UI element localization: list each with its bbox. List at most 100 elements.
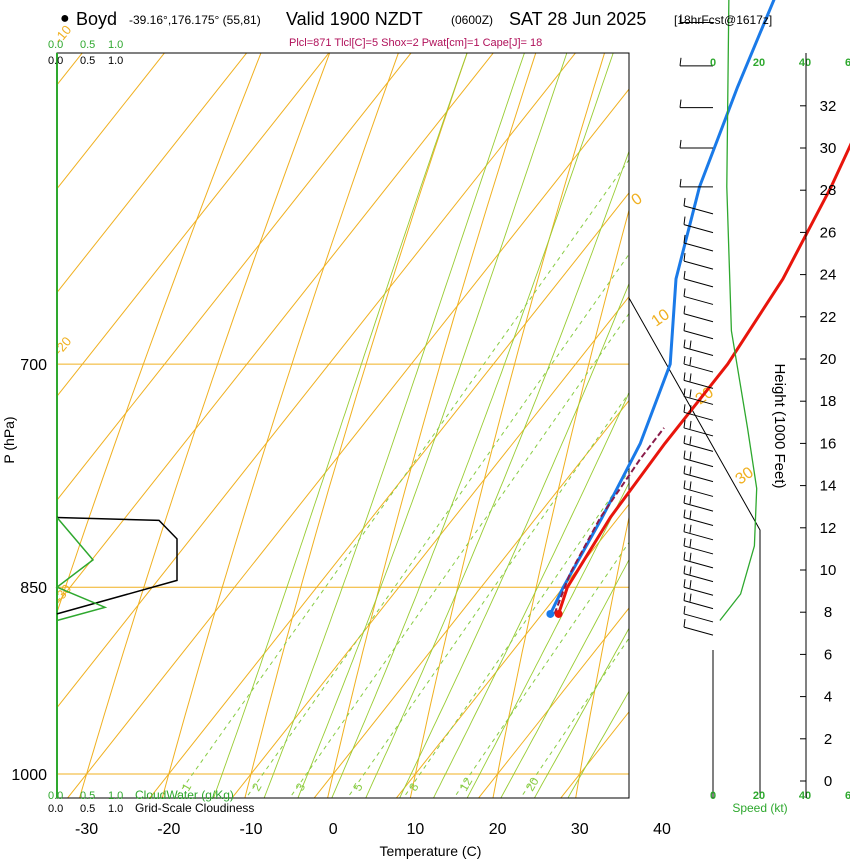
moist-adiabat-8: [500, 558, 629, 798]
wind-speed-tick-top: 40: [799, 57, 811, 69]
isotherm-0: [313, 399, 629, 798]
pressure-axis-label: P (hPa): [1, 416, 17, 463]
wind-panel-boundary: [628, 297, 761, 798]
mixing-ratio-12: [453, 541, 629, 798]
moist-adiabat-6: [432, 391, 629, 798]
height-tick-label: 26: [820, 224, 837, 241]
height-tick-label: 16: [820, 435, 837, 452]
height-tick-label: 20: [820, 351, 837, 368]
skew-t-plot-area: [0, 0, 850, 841]
wind-barb: [683, 537, 714, 555]
cloud-water-scale-top: 0.0: [48, 39, 63, 51]
isotherm-10: [395, 503, 629, 798]
dry-adiabat-60: [819, 0, 850, 841]
wind-barb: [679, 139, 713, 149]
wind-barb: [683, 509, 714, 527]
dry-adiabat--10: [244, 53, 468, 798]
isotherm--30: [66, 88, 629, 798]
wind-speed-tick-bottom: 40: [799, 790, 811, 802]
wind-speed-tick-bottom: 6: [845, 790, 850, 802]
wind-barb: [683, 305, 714, 323]
dry-adiabat-0: [327, 53, 537, 798]
moist-adiabat-3: [331, 53, 614, 798]
wind-speed-tick-top: 6: [845, 57, 850, 69]
cloudiness-profile: [56, 516, 178, 615]
mixing-ratio-label: 3: [293, 780, 309, 793]
wind-barb: [683, 288, 714, 305]
wind-barb: [683, 450, 714, 468]
isotherm-40: [609, 0, 850, 841]
wind-barb: [683, 592, 714, 610]
wind-barb: [683, 565, 714, 583]
mixing-ratio-label: 12: [456, 775, 475, 794]
height-tick-label: 22: [820, 309, 837, 326]
dry-adiabat--40: [57, 53, 262, 614]
isotherm--40: [57, 53, 577, 709]
wind-barb: [679, 99, 713, 109]
wind-barb: [683, 435, 714, 452]
moist-adiabat-9: [533, 627, 629, 798]
moist-adiabat-0: [213, 53, 468, 798]
temperature-tick-label: -10: [239, 821, 262, 838]
height-tick-label: 4: [824, 689, 832, 706]
wind-barb: [679, 178, 713, 188]
cloudiness-scale-top: 0.0: [48, 55, 63, 67]
cloudiness-scale-bottom: 0.0: [48, 803, 63, 815]
wind-barb: [679, 14, 713, 23]
moist-adiabat-5: [399, 282, 629, 798]
wind-speed-profile: [719, 0, 758, 621]
temperature-tick-label: -30: [75, 821, 98, 838]
height-axis-label: Height (1000 Feet): [771, 363, 788, 488]
height-tick-label: 6: [824, 646, 832, 663]
cloudiness-label: Grid-Scale Cloudiness: [135, 801, 254, 815]
surface-temperature-point: [554, 609, 563, 618]
dry-adiabat-30: [575, 515, 629, 798]
height-tick-label: 24: [820, 267, 837, 284]
wind-speed-tick-bottom: 0: [710, 790, 716, 802]
wind-barb: [683, 579, 714, 596]
temperature-tick-label: 40: [653, 821, 671, 838]
wind-barb: [683, 372, 714, 389]
surface-dewpoint-point: [546, 609, 555, 618]
wind-barb: [683, 234, 714, 252]
wind-barb: [683, 388, 714, 405]
dewpoint-line: [549, 0, 776, 615]
wind-barb: [683, 419, 714, 437]
wind-speed-tick-bottom: 20: [753, 790, 765, 802]
wind-barb: [683, 605, 714, 623]
wind-barb: [683, 322, 714, 340]
temperature-tick-label: 10: [407, 821, 425, 838]
dry-adiabat-50: [736, 0, 850, 841]
height-tick-label: 2: [824, 731, 832, 748]
height-tick-label: 32: [820, 98, 837, 115]
wind-barb: [683, 480, 714, 497]
wind-speed-tick-top: 20: [753, 57, 765, 69]
cloud-water-scale-bottom: 1.0: [108, 790, 123, 802]
isotherm--20: [149, 192, 629, 798]
wind-barb: [683, 356, 714, 373]
mixing-ratio-label: 2: [249, 780, 265, 793]
moist-adiabat-2: [297, 53, 568, 798]
dry-adiabat--30: [79, 53, 331, 798]
isotherm-label: -20: [51, 334, 75, 358]
cloudiness-scale-bottom: 1.0: [108, 803, 123, 815]
wind-barb: [679, 57, 713, 67]
wind-barb: [683, 197, 714, 215]
station-coords: -39.16°,176.175° (55,81): [129, 13, 261, 27]
mixing-ratio-3: [289, 312, 629, 798]
cloudiness-scale-top: 0.5: [80, 55, 95, 67]
wind-speed-tick-top: 0: [710, 57, 716, 69]
moist-adiabat-1: [263, 53, 525, 798]
valid-date: SAT 28 Jun 2025: [509, 9, 647, 29]
isotherm--50: [57, 53, 494, 605]
dry-adiabat-label: 0: [629, 190, 646, 209]
height-tick-label: 28: [820, 182, 837, 199]
wind-barb: [683, 465, 714, 483]
forecast-info: [18hrFcst@1617z]: [674, 13, 773, 27]
wind-speed-label: Speed (kt): [732, 801, 787, 815]
cloud-water-scale-bottom: 0.0: [48, 790, 63, 802]
temperature-line: [557, 142, 850, 615]
cloud-water-profile: [55, 517, 108, 622]
isotherm--120: [0, 0, 812, 841]
